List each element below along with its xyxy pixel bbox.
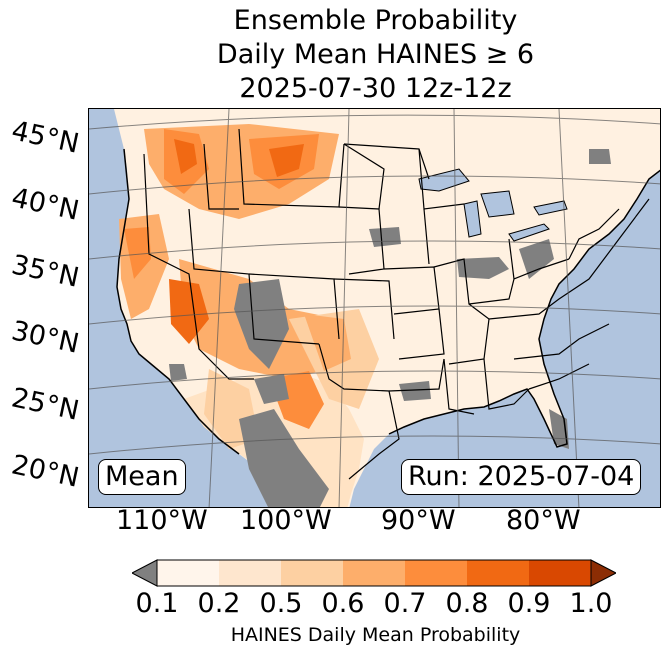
lon-label-80: 80°W	[506, 505, 581, 536]
coastline	[116, 148, 660, 455]
great-lakes	[418, 168, 568, 242]
lat-label-30: 30°N	[8, 315, 82, 360]
state-borders	[143, 128, 650, 480]
colorbar-title: HAINES Daily Mean Probability	[230, 624, 521, 646]
lon-label-90: 90°W	[381, 505, 456, 536]
colorbar-segment	[467, 560, 529, 586]
colorbar-tick-2: 0.5	[259, 588, 303, 619]
lon-label-100: 100°W	[240, 505, 332, 536]
colorbar-tick-0: 0.1	[135, 588, 179, 619]
colorbar-tick-6: 0.9	[507, 588, 551, 619]
colorbar-tick-1: 0.2	[197, 588, 241, 619]
title-line-1: Ensemble Probability	[233, 5, 518, 36]
lat-label-25: 25°N	[8, 382, 82, 427]
probability-patches	[119, 124, 379, 449]
colorbar-segment	[219, 560, 281, 586]
title-line-3: 2025-07-30 12z-12z	[239, 73, 512, 104]
colorbar-segment	[343, 560, 405, 586]
lat-label-40: 40°N	[8, 182, 82, 227]
colorbar-segment	[281, 560, 343, 586]
colorbar-over-arrow	[590, 559, 616, 587]
colorbar-segment	[157, 560, 219, 586]
colorbar-tick-7: 1.0	[569, 588, 613, 619]
colorbar-segment	[405, 560, 467, 586]
lat-label-20: 20°N	[8, 449, 82, 494]
title-line-2: Daily Mean HAINES ≥ 6	[216, 39, 535, 70]
colorbar-tick-5: 0.8	[445, 588, 489, 619]
missing-data-patches	[169, 149, 611, 507]
colorbar-tick-3: 0.6	[321, 588, 365, 619]
graticule	[89, 109, 660, 507]
lat-label-35: 35°N	[8, 249, 82, 294]
colorbar	[132, 559, 616, 587]
map-panel	[88, 108, 661, 508]
colorbar-segments	[156, 559, 592, 587]
run-label: Run: 2025-07-04	[401, 459, 642, 495]
colorbar-segment	[529, 560, 591, 586]
mean-label: Mean	[98, 459, 186, 495]
colorbar-tick-4: 0.7	[383, 588, 427, 619]
map-svg	[89, 109, 660, 507]
lat-label-45: 45°N	[8, 115, 82, 160]
lon-label-110: 110°W	[116, 505, 208, 536]
colorbar-under-arrow	[132, 559, 158, 587]
